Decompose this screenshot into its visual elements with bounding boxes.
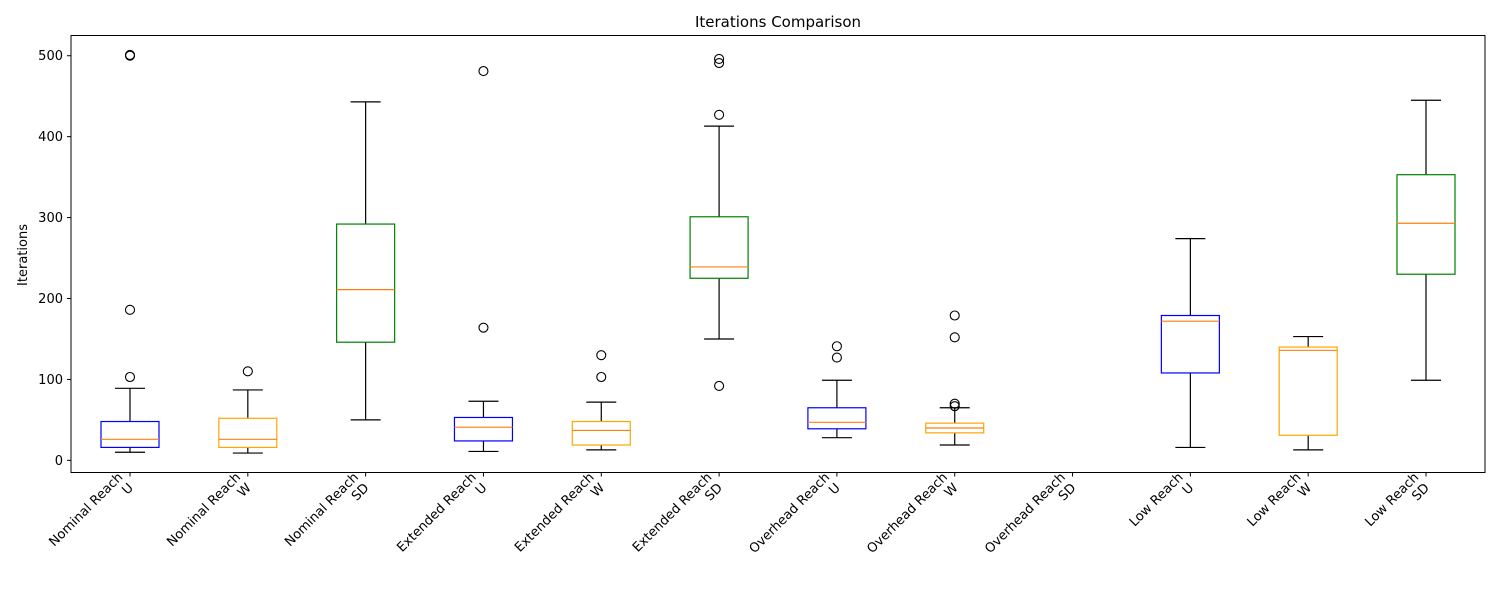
outlier-point bbox=[596, 371, 607, 383]
outlier-point bbox=[478, 322, 489, 333]
box-iqr bbox=[218, 417, 278, 449]
y-tick-label: 200 bbox=[38, 292, 63, 307]
outlier-point bbox=[949, 332, 960, 343]
chart-title: Iterations Comparison bbox=[695, 13, 861, 31]
outlier-point bbox=[596, 350, 607, 361]
outlier-point bbox=[714, 53, 725, 65]
box-iqr bbox=[1396, 174, 1456, 275]
outlier-point bbox=[124, 304, 136, 315]
box-iqr bbox=[1160, 314, 1220, 374]
box-iqr bbox=[453, 416, 514, 442]
outlier-point bbox=[949, 310, 960, 321]
box-iqr bbox=[807, 407, 867, 430]
outlier-point bbox=[124, 371, 136, 383]
outlier-point bbox=[714, 109, 725, 120]
outlier-point bbox=[831, 341, 842, 352]
y-tick-label: 300 bbox=[38, 211, 63, 226]
outlier-point bbox=[714, 380, 725, 391]
y-tick-label: 500 bbox=[38, 49, 63, 64]
outlier-point bbox=[949, 398, 960, 409]
box-iqr bbox=[100, 420, 160, 449]
box-iqr bbox=[571, 420, 631, 446]
y-tick-label: 400 bbox=[38, 130, 63, 145]
outlier-point bbox=[714, 57, 725, 69]
outlier-point bbox=[124, 49, 136, 60]
box-iqr bbox=[1278, 346, 1338, 436]
y-axis-label: Iterations bbox=[16, 224, 31, 286]
outlier-point bbox=[242, 366, 253, 377]
box-iqr bbox=[336, 223, 396, 343]
outlier-point bbox=[949, 401, 960, 412]
box-iqr bbox=[689, 216, 749, 279]
outlier-point bbox=[831, 352, 842, 363]
outlier-point bbox=[478, 66, 489, 77]
plot-frame bbox=[70, 35, 1486, 473]
y-tick-label: 0 bbox=[55, 454, 63, 469]
y-tick-label: 100 bbox=[38, 373, 63, 388]
